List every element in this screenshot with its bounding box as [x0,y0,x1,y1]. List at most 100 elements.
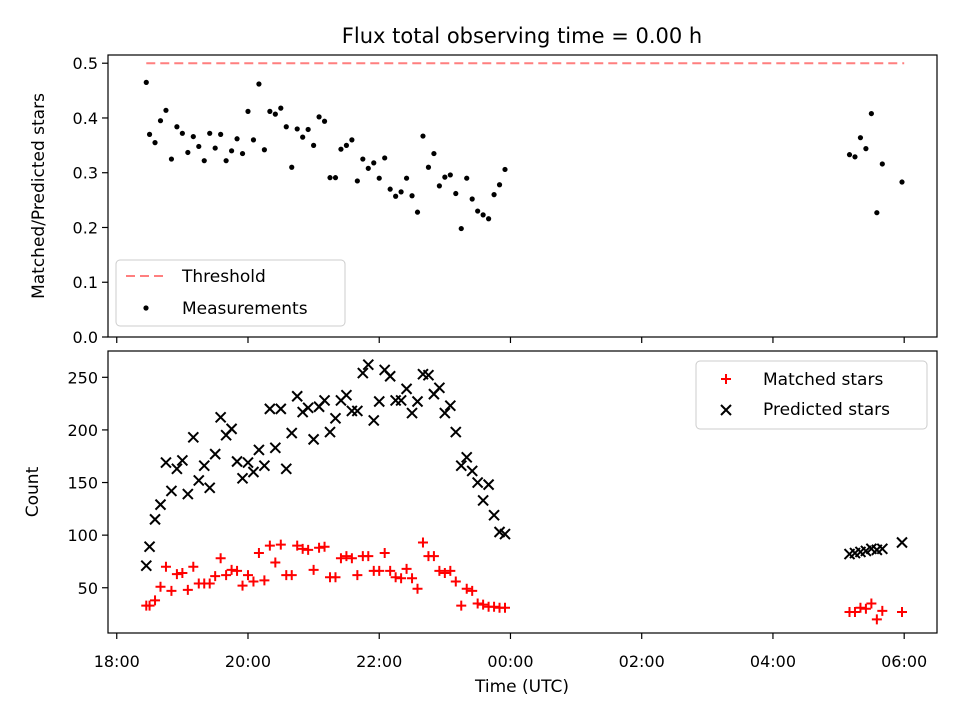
measurement-points [143,79,905,232]
predicted-star-point [450,426,462,438]
ratio-plot-frame [107,54,938,338]
predicted-star-point [242,456,254,469]
matched-star-points [141,537,908,625]
count-y-ticks: 50 100 150 200 250 [67,368,108,598]
ratio-x-ticks [116,337,905,343]
matched-star-point [270,557,281,568]
measurement-point [245,108,251,114]
matched-star-point [166,585,177,596]
predicted-star-point [324,426,336,438]
matched-star-point [264,540,275,551]
matched-star-point [204,578,215,589]
matched-star-point [242,570,253,581]
matched-star-point [472,598,483,609]
measurement-point [185,149,191,156]
measurement-point [294,126,300,132]
matched-star-point [434,565,445,576]
matched-legend-label: Matched stars [763,370,883,390]
measurement-point [332,175,339,181]
measurement-point [868,110,874,117]
matched-star-point [877,605,888,616]
matched-star-point [352,570,363,581]
measurement-point [496,182,503,188]
predicted-legend-label: Predicted stars [763,400,890,420]
measurement-point [409,193,415,199]
matched-star-point [374,565,385,576]
count-x-ticks: 18:00 20:00 22:00 00:00 02:00 04:00 06:00 [94,633,927,671]
predicted-star-point [896,536,908,549]
predicted-star-point [461,451,473,463]
matched-star-point [363,551,374,562]
predicted-star-point [318,394,331,407]
matched-star-point [871,614,882,625]
predicted-star-point [422,369,435,381]
y-tick-label: 0.4 [73,109,98,128]
matched-star-point [866,598,877,609]
predicted-star-point [198,459,210,472]
measurement-point [267,108,273,114]
threshold-legend-label: Threshold [181,267,266,287]
predicted-star-point [351,405,364,417]
matched-star-point [897,606,908,617]
measurement-point [201,158,207,164]
matched-star-point [144,600,155,611]
y-tick-label: 0.0 [73,328,98,347]
measurement-point [321,118,328,124]
measurement-point [442,174,448,180]
matched-star-point [308,564,319,575]
matched-star-point [417,537,428,548]
measurement-point [152,140,158,146]
y-tick-label: 0.1 [73,273,98,292]
measurement-point [354,178,360,184]
predicted-star-point [302,402,314,414]
matched-star-point [379,548,390,559]
matched-star-point [226,564,237,575]
matched-star-point [478,599,489,610]
ratio-y-ticks: 0.0 0.1 0.2 0.3 0.4 0.5 [73,54,108,347]
matched-star-point [445,565,456,576]
measurement-point [387,186,393,192]
matched-star-point [253,548,264,559]
predicted-star-point [154,498,167,511]
matched-star-point [319,541,330,552]
matched-star-point [303,544,314,555]
measurement-legend-label: Measurements [182,299,308,319]
measurement-point [272,111,278,117]
predicted-star-point [400,383,413,395]
measurement-point [491,192,497,198]
matched-star-point [182,584,193,595]
predicted-star-point [368,414,380,427]
y-tick-label: 200 [67,421,98,440]
measurement-point [289,164,295,170]
measurement-point [863,146,869,152]
x-axis-label: Time (UTC) [474,677,569,697]
measurement-point [414,209,421,215]
y-tick-label: 150 [67,474,98,493]
measurement-point [371,160,377,166]
predicted-star-point [373,395,385,408]
x-tick-label: 18:00 [94,652,140,671]
predicted-star-point [384,370,396,382]
predicted-star-point [149,513,161,526]
matched-star-point [275,539,286,550]
predicted-star-point [411,395,424,408]
predicted-star-point [209,448,221,460]
predicted-star-point [291,390,303,402]
predicted-star-point [307,433,320,446]
measurement-point [376,175,382,181]
matched-star-point [188,561,199,572]
predicted-star-point [204,482,216,494]
measurement-point [447,172,453,178]
matched-star-point [489,601,500,612]
predicted-star-points [140,358,908,572]
matched-star-point [160,561,171,572]
measurement-point [879,161,885,167]
predicted-star-point [433,382,446,394]
measurement-point [157,118,164,124]
predicted-star-point [406,407,418,419]
predicted-star-point [720,404,732,416]
x-tick-label: 00:00 [487,652,533,671]
count-legend: Matched stars Predicted stars [695,360,928,430]
measurement-point [431,150,437,157]
predicted-star-point [876,543,889,555]
